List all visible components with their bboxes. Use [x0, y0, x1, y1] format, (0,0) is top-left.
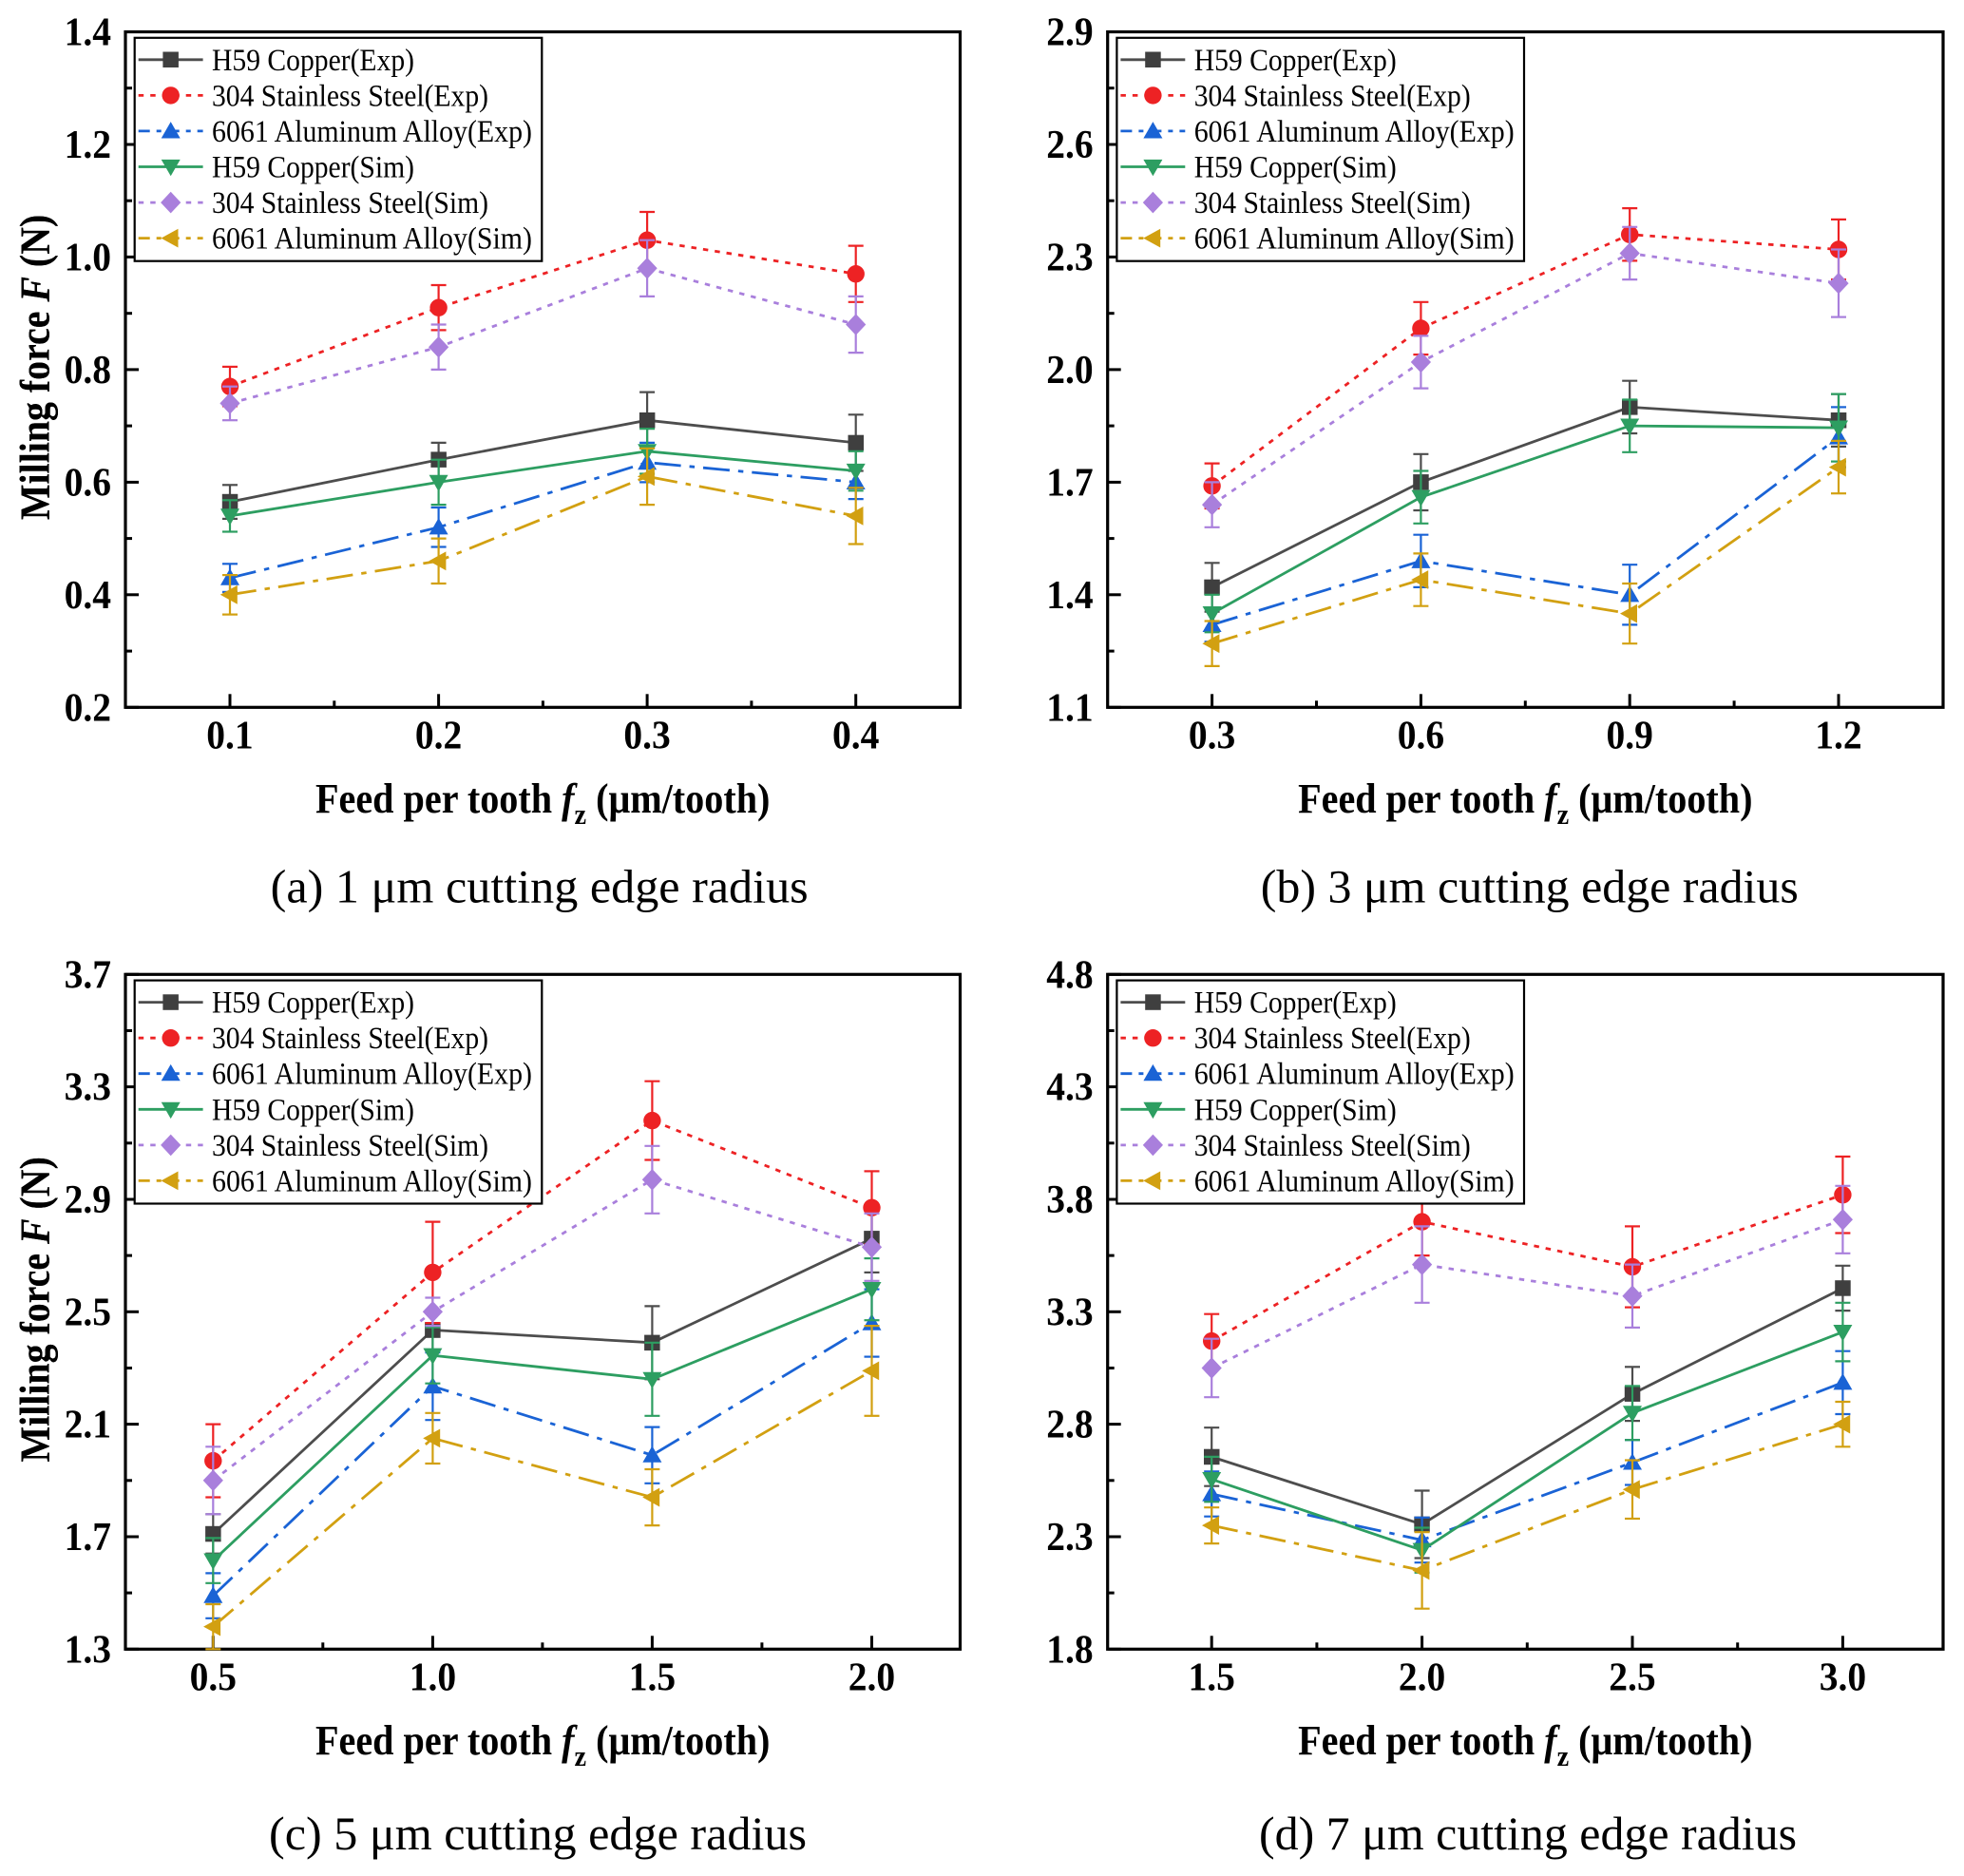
svg-text:0.8: 0.8 — [65, 349, 111, 392]
svg-text:3.3: 3.3 — [1046, 1291, 1093, 1334]
svg-text:1.2: 1.2 — [1815, 714, 1861, 757]
svg-text:H59 Copper(Exp): H59 Copper(Exp) — [1194, 44, 1397, 78]
svg-text:(b) 3 μm cutting edge radius: (b) 3 μm cutting edge radius — [1261, 859, 1799, 912]
svg-text:H59 Copper(Sim): H59 Copper(Sim) — [1194, 151, 1397, 185]
svg-text:0.3: 0.3 — [1189, 714, 1235, 757]
svg-text:1.7: 1.7 — [65, 1516, 111, 1560]
svg-text:304 Stainless Steel(Exp): 304 Stainless Steel(Exp) — [212, 79, 488, 113]
svg-text:2.6: 2.6 — [1046, 124, 1093, 167]
svg-text:Milling force F (N): Milling force F (N) — [13, 1157, 59, 1462]
svg-text:304 Stainless Steel(Sim): 304 Stainless Steel(Sim) — [1194, 1129, 1471, 1163]
svg-text:1.4: 1.4 — [65, 11, 111, 55]
svg-text:(d) 7 μm cutting edge radius: (d) 7 μm cutting edge radius — [1259, 1807, 1797, 1860]
svg-text:2.5: 2.5 — [1609, 1656, 1655, 1699]
svg-text:304 Stainless Steel(Sim): 304 Stainless Steel(Sim) — [1194, 186, 1471, 220]
svg-text:0.1: 0.1 — [206, 714, 253, 757]
svg-text:304 Stainless Steel(Exp): 304 Stainless Steel(Exp) — [1194, 79, 1471, 113]
svg-text:1.0: 1.0 — [410, 1656, 456, 1699]
svg-text:0.2: 0.2 — [415, 714, 462, 757]
svg-text:0.4: 0.4 — [832, 714, 879, 757]
svg-text:2.5: 2.5 — [65, 1291, 111, 1334]
svg-text:0.5: 0.5 — [190, 1656, 237, 1699]
svg-text:6061 Aluminum Alloy(Sim): 6061 Aluminum Alloy(Sim) — [212, 1164, 532, 1198]
svg-text:304 Stainless Steel(Sim): 304 Stainless Steel(Sim) — [212, 186, 488, 220]
svg-text:2.1: 2.1 — [65, 1404, 111, 1447]
svg-text:1.1: 1.1 — [1046, 686, 1093, 730]
svg-text:2.0: 2.0 — [849, 1656, 895, 1699]
svg-text:3.7: 3.7 — [65, 953, 111, 997]
svg-text:6061 Aluminum Alloy(Sim): 6061 Aluminum Alloy(Sim) — [1194, 1164, 1515, 1198]
svg-text:2.9: 2.9 — [1046, 11, 1093, 55]
svg-text:1.0: 1.0 — [65, 236, 111, 279]
svg-text:0.3: 0.3 — [623, 714, 670, 757]
svg-text:0.6: 0.6 — [65, 461, 111, 505]
svg-text:4.3: 4.3 — [1046, 1066, 1093, 1110]
svg-text:3.8: 3.8 — [1046, 1178, 1093, 1222]
svg-text:4.8: 4.8 — [1046, 953, 1093, 997]
svg-text:304 Stainless Steel(Exp): 304 Stainless Steel(Exp) — [1194, 1022, 1471, 1056]
svg-text:(a) 1 μm cutting edge radius: (a) 1 μm cutting edge radius — [271, 859, 809, 912]
svg-text:304 Stainless Steel(Sim): 304 Stainless Steel(Sim) — [212, 1129, 488, 1163]
svg-text:6061 Aluminum Alloy(Exp): 6061 Aluminum Alloy(Exp) — [1194, 1058, 1515, 1092]
svg-text:2.3: 2.3 — [1046, 1516, 1093, 1560]
svg-text:6061 Aluminum Alloy(Exp): 6061 Aluminum Alloy(Exp) — [1194, 115, 1515, 149]
svg-text:H59 Copper(Exp): H59 Copper(Exp) — [1194, 986, 1397, 1021]
svg-text:1.2: 1.2 — [65, 124, 111, 167]
svg-text:1.4: 1.4 — [1046, 574, 1093, 618]
svg-text:H59 Copper(Sim): H59 Copper(Sim) — [1194, 1093, 1397, 1127]
svg-text:Feed per tooth fz (μm/tooth): Feed per tooth fz (μm/tooth) — [315, 1717, 770, 1772]
svg-text:1.5: 1.5 — [629, 1656, 676, 1699]
svg-text:Milling force F (N): Milling force F (N) — [13, 215, 59, 520]
svg-text:Feed per tooth fz (μm/tooth): Feed per tooth fz (μm/tooth) — [1298, 775, 1752, 831]
svg-text:H59 Copper(Sim): H59 Copper(Sim) — [212, 151, 414, 185]
svg-text:6061 Aluminum Alloy(Exp): 6061 Aluminum Alloy(Exp) — [212, 1058, 532, 1092]
svg-text:1.3: 1.3 — [65, 1628, 111, 1672]
svg-text:0.6: 0.6 — [1398, 714, 1444, 757]
svg-text:2.0: 2.0 — [1046, 349, 1093, 392]
svg-text:2.0: 2.0 — [1399, 1656, 1445, 1699]
svg-text:1.8: 1.8 — [1046, 1628, 1093, 1672]
svg-text:2.8: 2.8 — [1046, 1404, 1093, 1447]
svg-text:0.9: 0.9 — [1607, 714, 1653, 757]
svg-text:1.7: 1.7 — [1046, 461, 1093, 505]
svg-text:0.2: 0.2 — [65, 686, 111, 730]
svg-text:2.3: 2.3 — [1046, 236, 1093, 279]
svg-text:(c) 5 μm cutting edge radius: (c) 5 μm cutting edge radius — [269, 1807, 807, 1860]
svg-text:2.9: 2.9 — [65, 1178, 111, 1222]
svg-text:Feed per tooth fz (μm/tooth): Feed per tooth fz (μm/tooth) — [1298, 1717, 1752, 1772]
svg-text:Milling force F (N): Milling force F (N) — [13, 215, 59, 520]
svg-text:H59 Copper(Exp): H59 Copper(Exp) — [212, 44, 414, 78]
svg-text:Milling force F (N): Milling force F (N) — [13, 1157, 59, 1462]
svg-text:H59 Copper(Sim): H59 Copper(Sim) — [212, 1093, 414, 1127]
svg-text:3.0: 3.0 — [1820, 1656, 1866, 1699]
svg-text:0.4: 0.4 — [65, 574, 111, 618]
svg-text:6061 Aluminum Alloy(Sim): 6061 Aluminum Alloy(Sim) — [1194, 222, 1515, 257]
svg-text:6061 Aluminum Alloy(Sim): 6061 Aluminum Alloy(Sim) — [212, 222, 532, 257]
svg-text:3.3: 3.3 — [65, 1066, 111, 1110]
svg-text:1.5: 1.5 — [1189, 1656, 1235, 1699]
svg-text:H59 Copper(Exp): H59 Copper(Exp) — [212, 986, 414, 1021]
svg-text:304 Stainless Steel(Exp): 304 Stainless Steel(Exp) — [212, 1022, 488, 1056]
svg-text:6061 Aluminum Alloy(Exp): 6061 Aluminum Alloy(Exp) — [212, 115, 532, 149]
svg-text:Feed per tooth fz (μm/tooth): Feed per tooth fz (μm/tooth) — [315, 775, 770, 831]
